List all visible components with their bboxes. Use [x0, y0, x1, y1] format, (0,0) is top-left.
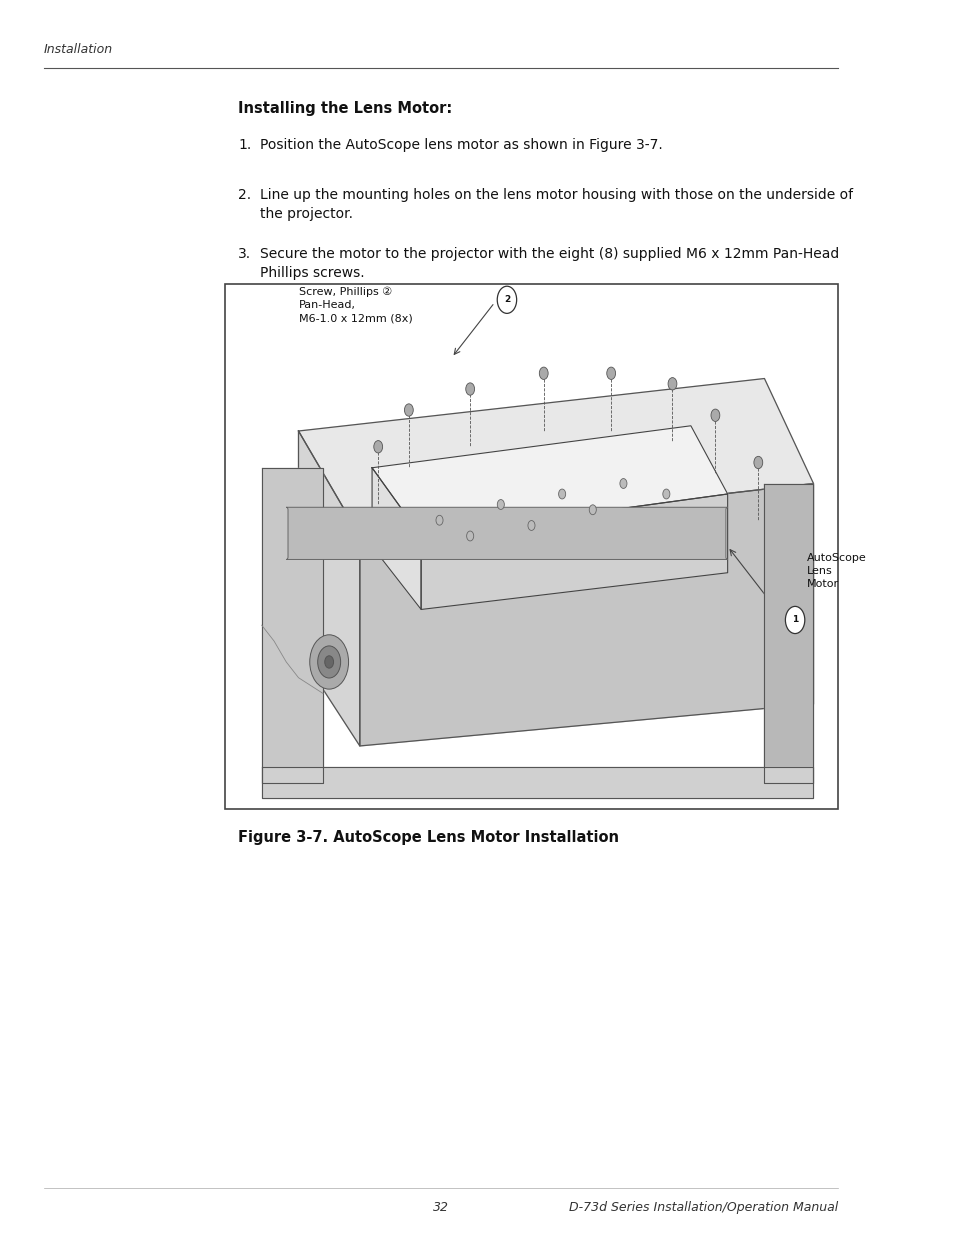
Circle shape	[466, 531, 474, 541]
Text: AutoScope
Lens
Motor: AutoScope Lens Motor	[805, 553, 865, 589]
Circle shape	[784, 606, 804, 634]
Circle shape	[317, 646, 340, 678]
Polygon shape	[372, 468, 420, 610]
Circle shape	[558, 489, 565, 499]
Text: 3.: 3.	[238, 247, 251, 261]
Polygon shape	[261, 767, 813, 799]
Text: 32: 32	[433, 1202, 449, 1214]
Text: Installation: Installation	[44, 43, 113, 57]
Text: Installing the Lens Motor:: Installing the Lens Motor:	[238, 101, 452, 116]
Circle shape	[310, 635, 348, 689]
Polygon shape	[420, 494, 727, 610]
Text: Secure the motor to the projector with the eight (8) supplied M6 x 12mm Pan-Head: Secure the motor to the projector with t…	[260, 247, 839, 280]
Circle shape	[662, 489, 669, 499]
Text: Line up the mounting holes on the lens motor housing with those on the underside: Line up the mounting holes on the lens m…	[260, 188, 852, 221]
Text: 2: 2	[503, 295, 510, 304]
Text: Figure 3-7. AutoScope Lens Motor Installation: Figure 3-7. AutoScope Lens Motor Install…	[238, 830, 618, 845]
Circle shape	[404, 404, 413, 416]
Circle shape	[527, 521, 535, 531]
Text: 1.: 1.	[238, 138, 252, 152]
Circle shape	[589, 505, 596, 515]
Circle shape	[606, 367, 615, 379]
Circle shape	[538, 367, 548, 379]
Polygon shape	[261, 468, 323, 783]
Text: 2.: 2.	[238, 188, 251, 201]
Circle shape	[497, 500, 504, 510]
Circle shape	[465, 383, 474, 395]
Circle shape	[324, 656, 334, 668]
Polygon shape	[298, 379, 813, 536]
Circle shape	[710, 409, 720, 421]
Circle shape	[497, 287, 517, 314]
Text: Position the AutoScope lens motor as shown in Figure 3-7.: Position the AutoScope lens motor as sho…	[260, 138, 662, 152]
Circle shape	[667, 378, 677, 390]
FancyBboxPatch shape	[286, 508, 727, 559]
Text: Screw, Phillips ②
Pan-Head,
M6-1.0 x 12mm (8x): Screw, Phillips ② Pan-Head, M6-1.0 x 12m…	[298, 287, 412, 324]
Text: 1: 1	[791, 615, 798, 625]
Circle shape	[753, 457, 761, 469]
Text: D-73d Series Installation/Operation Manual: D-73d Series Installation/Operation Manu…	[568, 1202, 837, 1214]
Polygon shape	[298, 431, 359, 746]
Circle shape	[619, 478, 626, 489]
Polygon shape	[372, 426, 727, 536]
Polygon shape	[359, 483, 813, 746]
Polygon shape	[763, 483, 813, 783]
Circle shape	[436, 515, 442, 525]
Bar	[225, 284, 837, 809]
Circle shape	[374, 441, 382, 453]
